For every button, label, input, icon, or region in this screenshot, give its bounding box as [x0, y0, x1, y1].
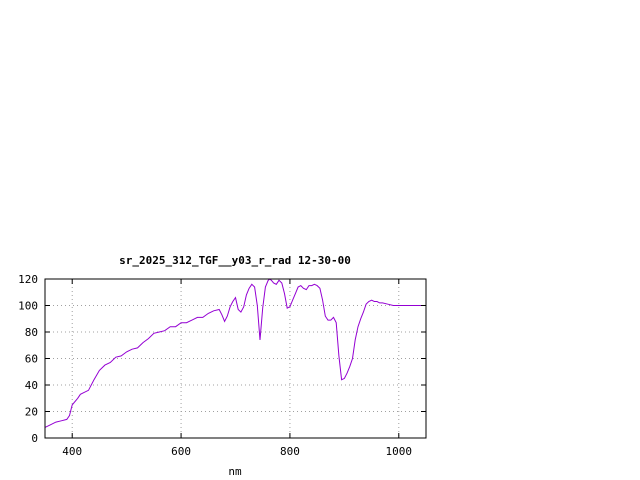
grid-lines — [45, 279, 426, 438]
tick-labels: 400 600 800 1000 0 20 40 60 80 100 120 — [18, 273, 412, 458]
y-tick-label: 100 — [18, 300, 38, 313]
x-tick-label: 1000 — [386, 445, 413, 458]
y-tick-label: 60 — [25, 353, 38, 366]
axis-ticks — [45, 278, 426, 439]
chart-title: sr_2025_312_TGF__y03_r_rad 12-30-00 — [119, 254, 351, 267]
spectrum-series-line — [44, 278, 426, 428]
y-tick-label: 40 — [25, 379, 38, 392]
plot-area — [44, 278, 426, 428]
x-tick-label: 400 — [62, 445, 82, 458]
x-axis-label: nm — [228, 465, 242, 478]
y-tick-label: 20 — [25, 406, 38, 419]
y-tick-label: 120 — [18, 273, 38, 286]
x-tick-label: 800 — [280, 445, 300, 458]
y-tick-label: 80 — [25, 326, 38, 339]
y-tick-label: 0 — [31, 432, 38, 445]
x-tick-label: 600 — [171, 445, 191, 458]
plot-frame — [44, 278, 427, 439]
